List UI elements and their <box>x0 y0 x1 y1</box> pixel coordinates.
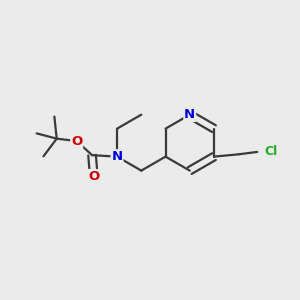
Text: Cl: Cl <box>265 146 278 158</box>
Text: N: N <box>184 108 195 121</box>
Text: O: O <box>88 170 99 183</box>
Text: N: N <box>112 150 123 163</box>
Text: O: O <box>71 134 82 148</box>
